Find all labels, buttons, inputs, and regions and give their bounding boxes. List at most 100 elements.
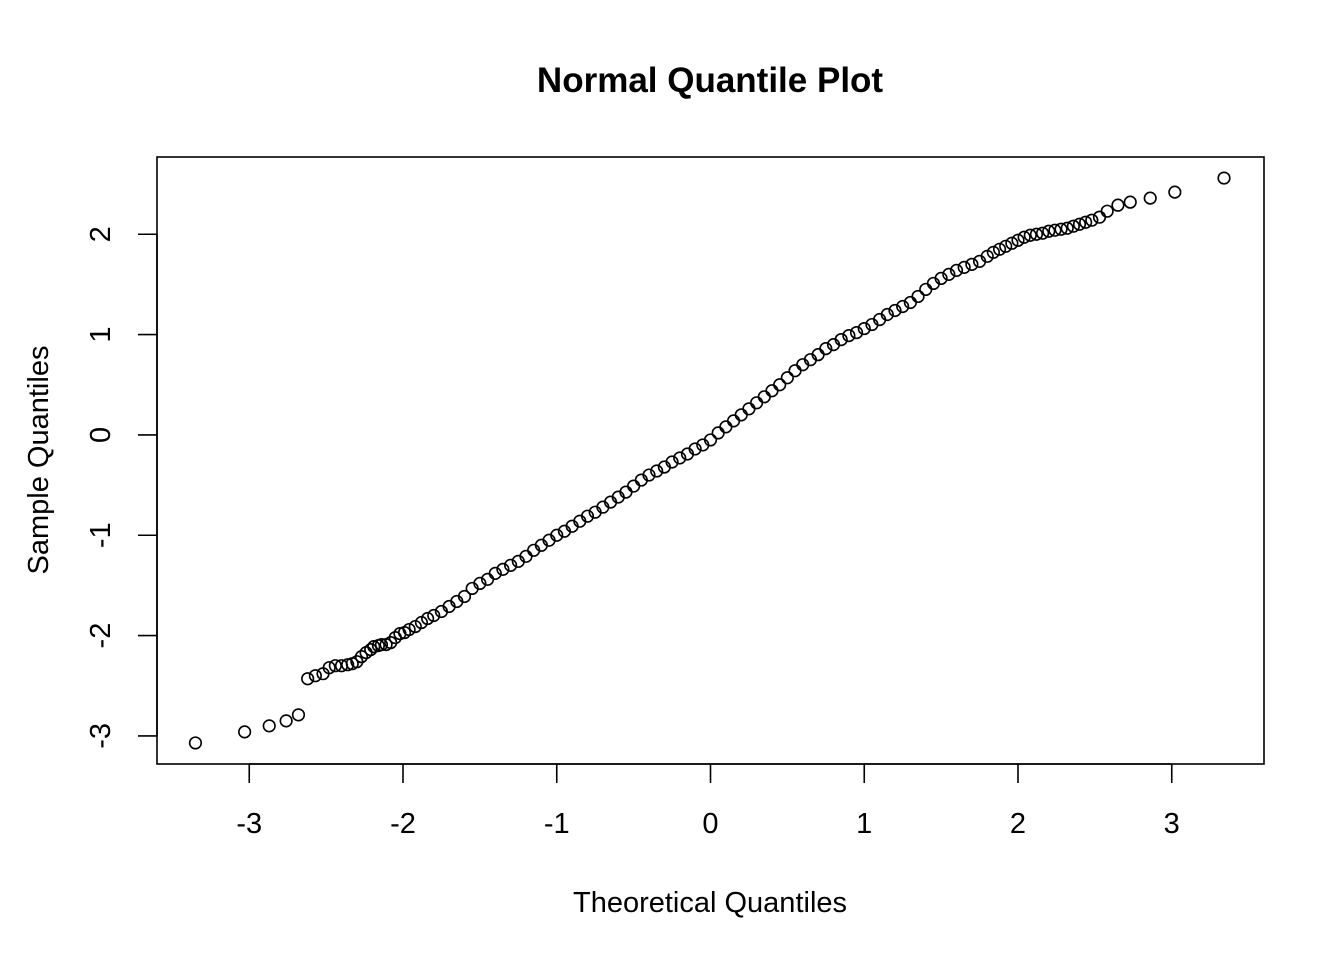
x-tick-label: 3 <box>1164 808 1180 840</box>
data-point <box>849 325 864 340</box>
data-point <box>367 640 381 654</box>
data-point <box>1035 226 1050 240</box>
data-point <box>1029 227 1044 241</box>
data-point <box>504 558 518 572</box>
y-tick-label: -1 <box>85 522 117 548</box>
data-point <box>788 364 802 378</box>
data-point <box>291 708 306 722</box>
data-point <box>896 299 910 314</box>
data-point <box>650 464 664 478</box>
data-point <box>1017 230 1031 244</box>
data-point <box>457 589 472 604</box>
data-point <box>322 661 336 675</box>
data-point <box>1100 204 1114 218</box>
data-point <box>550 528 564 542</box>
data-point <box>427 608 441 623</box>
data-point <box>402 622 416 637</box>
data-point <box>421 611 435 626</box>
data-point <box>880 307 894 322</box>
data-point <box>301 672 315 686</box>
data-point <box>374 638 389 652</box>
data-point <box>1079 215 1093 229</box>
data-point <box>627 479 641 493</box>
data-point <box>734 408 748 422</box>
data-point <box>1005 236 1019 250</box>
data-point <box>750 396 764 410</box>
data-point <box>986 245 1001 259</box>
data-point <box>726 414 741 428</box>
data-point <box>1092 210 1107 224</box>
data-point <box>965 257 979 271</box>
y-tick-label: 0 <box>85 427 117 443</box>
data-point <box>1123 195 1137 209</box>
data-point <box>719 420 733 434</box>
data-point <box>942 267 956 281</box>
data-point <box>992 242 1007 256</box>
data-point <box>834 333 848 347</box>
data-point <box>665 455 679 469</box>
data-point <box>496 562 510 576</box>
data-point <box>1023 228 1037 242</box>
data-point <box>673 451 687 465</box>
data-point <box>1072 217 1087 231</box>
data-point <box>757 390 771 404</box>
x-tick-label: -1 <box>544 808 570 840</box>
data-point <box>354 650 369 664</box>
data-point <box>262 719 276 733</box>
data-point <box>934 271 948 286</box>
x-axis: -3 -2 -1 0 1 2 3 <box>236 763 1180 840</box>
data-point <box>780 371 794 385</box>
data-point <box>842 328 856 343</box>
data-point <box>473 576 487 591</box>
data-points <box>188 171 1231 750</box>
data-point <box>1066 219 1080 233</box>
data-point <box>1143 191 1157 205</box>
data-point <box>742 402 756 416</box>
data-point <box>703 433 718 447</box>
data-point <box>949 263 964 277</box>
data-point <box>1168 185 1182 199</box>
chart-title: Normal Quantile Plot <box>537 61 883 100</box>
y-axis: -3 -2 -1 0 1 2 <box>85 226 158 749</box>
data-point <box>1111 198 1125 212</box>
data-point <box>1048 223 1062 237</box>
data-point <box>911 289 925 304</box>
data-point <box>765 384 779 398</box>
data-point <box>688 442 702 456</box>
data-point <box>999 239 1013 253</box>
data-point <box>1085 213 1099 227</box>
y-tick-label: 1 <box>85 327 117 343</box>
data-point <box>308 669 322 683</box>
data-point <box>488 566 502 580</box>
data-point <box>919 282 933 297</box>
y-tick-label: 2 <box>85 226 117 242</box>
y-tick-label: -2 <box>85 623 117 649</box>
data-point <box>711 426 725 440</box>
data-point <box>1042 224 1056 238</box>
data-point <box>279 714 293 728</box>
y-axis-label: Sample Quantiles <box>23 346 55 575</box>
x-tick-label: -3 <box>236 808 262 840</box>
data-point <box>888 303 902 318</box>
data-point <box>364 643 378 657</box>
plot-frame <box>156 156 1265 765</box>
data-point <box>819 342 833 356</box>
data-point <box>857 321 871 336</box>
x-axis-label: Theoretical Quantiles <box>573 887 847 919</box>
x-tick-label: 1 <box>856 808 872 840</box>
data-point <box>957 260 971 274</box>
data-point <box>1054 222 1068 236</box>
data-point <box>188 736 203 750</box>
data-point <box>1060 221 1074 235</box>
data-point <box>341 658 355 672</box>
x-tick-label: 0 <box>702 808 718 840</box>
data-point <box>1217 171 1231 185</box>
data-point <box>580 509 595 523</box>
y-tick-label: -3 <box>85 723 117 749</box>
x-tick-label: 2 <box>1010 808 1026 840</box>
data-point <box>238 725 252 739</box>
data-point <box>642 468 656 482</box>
data-point <box>773 378 787 392</box>
data-point <box>1011 233 1025 247</box>
